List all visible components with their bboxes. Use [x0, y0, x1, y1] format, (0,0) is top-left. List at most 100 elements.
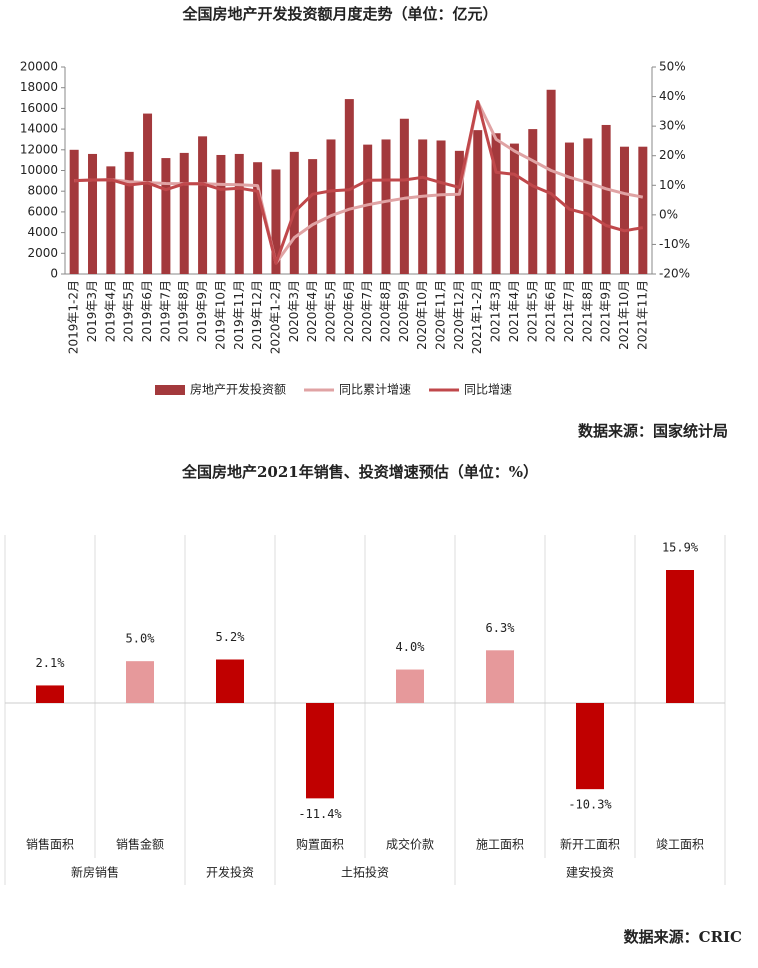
- y2-tick-label: 50%: [659, 60, 686, 74]
- x-tick-label: 2020年5月: [323, 280, 337, 342]
- category-label: 成交价款: [386, 837, 434, 852]
- y2-tick-label: 30%: [659, 119, 686, 133]
- y-tick-label: 16000: [20, 101, 58, 115]
- value-label: 6.3%: [486, 621, 516, 635]
- bar: [418, 139, 428, 274]
- x-tick-label: 2021年4月: [507, 280, 521, 342]
- legend-label: 同比累计增速: [339, 383, 411, 397]
- y-tick-label: 4000: [27, 225, 58, 239]
- bar: [124, 151, 134, 274]
- category-label: 竣工面积: [656, 837, 704, 852]
- x-tick-label: 2020年1-2月: [268, 280, 282, 354]
- bar: [216, 659, 244, 703]
- y-tick-label: 12000: [20, 142, 58, 156]
- x-tick-label: 2021年8月: [580, 280, 594, 342]
- bar: [528, 129, 538, 274]
- group-label: 开发投资: [206, 865, 254, 880]
- value-label: 4.0%: [396, 640, 426, 654]
- chart-title: 全国房地产开发投资额月度走势（单位：亿元）: [181, 5, 497, 23]
- x-tick-label: 2021年3月: [489, 280, 503, 342]
- value-label: 5.2%: [216, 630, 246, 644]
- y-tick-label: 14000: [20, 122, 58, 136]
- x-tick-label: 2021年9月: [599, 280, 613, 342]
- x-tick-label: 2019年3月: [85, 280, 99, 342]
- x-tick-label: 2019年5月: [122, 280, 136, 342]
- bar: [326, 139, 336, 274]
- bar: [198, 136, 208, 274]
- bar: [69, 149, 79, 274]
- x-tick-label: 2020年3月: [287, 280, 301, 342]
- bar: [161, 158, 171, 274]
- x-tick-label: 2021年5月: [525, 280, 539, 342]
- x-tick-label: 2019年12月: [250, 280, 264, 350]
- category-label: 销售面积: [26, 837, 74, 852]
- x-tick-label: 2021年10月: [617, 280, 631, 350]
- x-tick-label: 2021年7月: [562, 280, 576, 342]
- source: 数据来源：CRIC: [624, 928, 742, 946]
- x-tick-label: 2020年11月: [434, 280, 448, 350]
- bar: [454, 150, 464, 274]
- y2-tick-label: 20%: [659, 148, 686, 162]
- x-tick-label: 2019年11月: [232, 280, 246, 350]
- x-tick-label: 2019年7月: [158, 280, 172, 342]
- group-label: 新房销售: [71, 865, 119, 880]
- x-tick-label: 2020年7月: [360, 280, 374, 342]
- y2-tick-label: 0%: [659, 207, 678, 221]
- bar: [396, 669, 424, 703]
- bar: [583, 138, 593, 274]
- bar: [546, 89, 556, 275]
- y2-tick-label: -20%: [659, 267, 690, 281]
- bar: [381, 139, 391, 274]
- bar: [619, 146, 629, 274]
- x-tick-label: 2020年10月: [415, 280, 429, 350]
- value-label: 2.1%: [36, 656, 66, 670]
- x-tick-label: 2021年1-2月: [470, 280, 484, 354]
- bar: [576, 703, 604, 790]
- bar: [143, 113, 153, 274]
- x-tick-label: 2019年1-2月: [67, 280, 81, 354]
- y-tick-label: 8000: [27, 184, 58, 198]
- value-label: 5.0%: [126, 632, 156, 646]
- x-tick-label: 2021年11月: [635, 280, 649, 350]
- bar: [36, 685, 64, 703]
- chart-title: 全国房地产2021年销售、投资增速预估（单位：%）: [181, 463, 538, 481]
- bar: [106, 166, 116, 274]
- y-tick-label: 2000: [27, 246, 58, 260]
- y-tick-label: 18000: [20, 80, 58, 94]
- x-tick-label: 2020年8月: [379, 280, 393, 342]
- group-label: 建安投资: [566, 865, 614, 880]
- bar: [363, 144, 373, 274]
- bar: [253, 162, 263, 274]
- category-label: 购置面积: [296, 837, 344, 852]
- bar: [473, 130, 483, 274]
- y-tick-label: 0: [50, 267, 58, 281]
- y2-tick-label: 40%: [659, 89, 686, 103]
- legend-swatch: [155, 385, 185, 395]
- bar: [308, 159, 318, 274]
- x-tick-label: 2019年4月: [103, 280, 117, 342]
- source: 数据来源：国家统计局: [578, 422, 728, 440]
- bar: [88, 153, 98, 274]
- bar: [399, 118, 409, 274]
- x-tick-label: 2021年6月: [544, 280, 558, 342]
- x-tick-label: 2020年9月: [397, 280, 411, 342]
- value-label: -10.3%: [568, 798, 612, 812]
- bar: [491, 133, 501, 274]
- x-tick-label: 2019年8月: [177, 280, 191, 342]
- x-tick-label: 2020年4月: [305, 280, 319, 342]
- bar: [436, 140, 446, 274]
- y2-tick-label: -10%: [659, 237, 690, 251]
- y-tick-label: 10000: [20, 163, 58, 177]
- bar: [216, 154, 226, 274]
- bar: [179, 152, 189, 274]
- y2-tick-label: 10%: [659, 178, 686, 192]
- x-tick-label: 2020年6月: [342, 280, 356, 342]
- y-tick-label: 6000: [27, 204, 58, 218]
- group-label: 土拓投资: [341, 865, 389, 880]
- legend-label: 房地产开发投资额: [190, 382, 286, 397]
- bar: [638, 146, 648, 274]
- bar: [666, 570, 694, 703]
- x-tick-label: 2019年9月: [195, 280, 209, 342]
- bar: [234, 153, 244, 274]
